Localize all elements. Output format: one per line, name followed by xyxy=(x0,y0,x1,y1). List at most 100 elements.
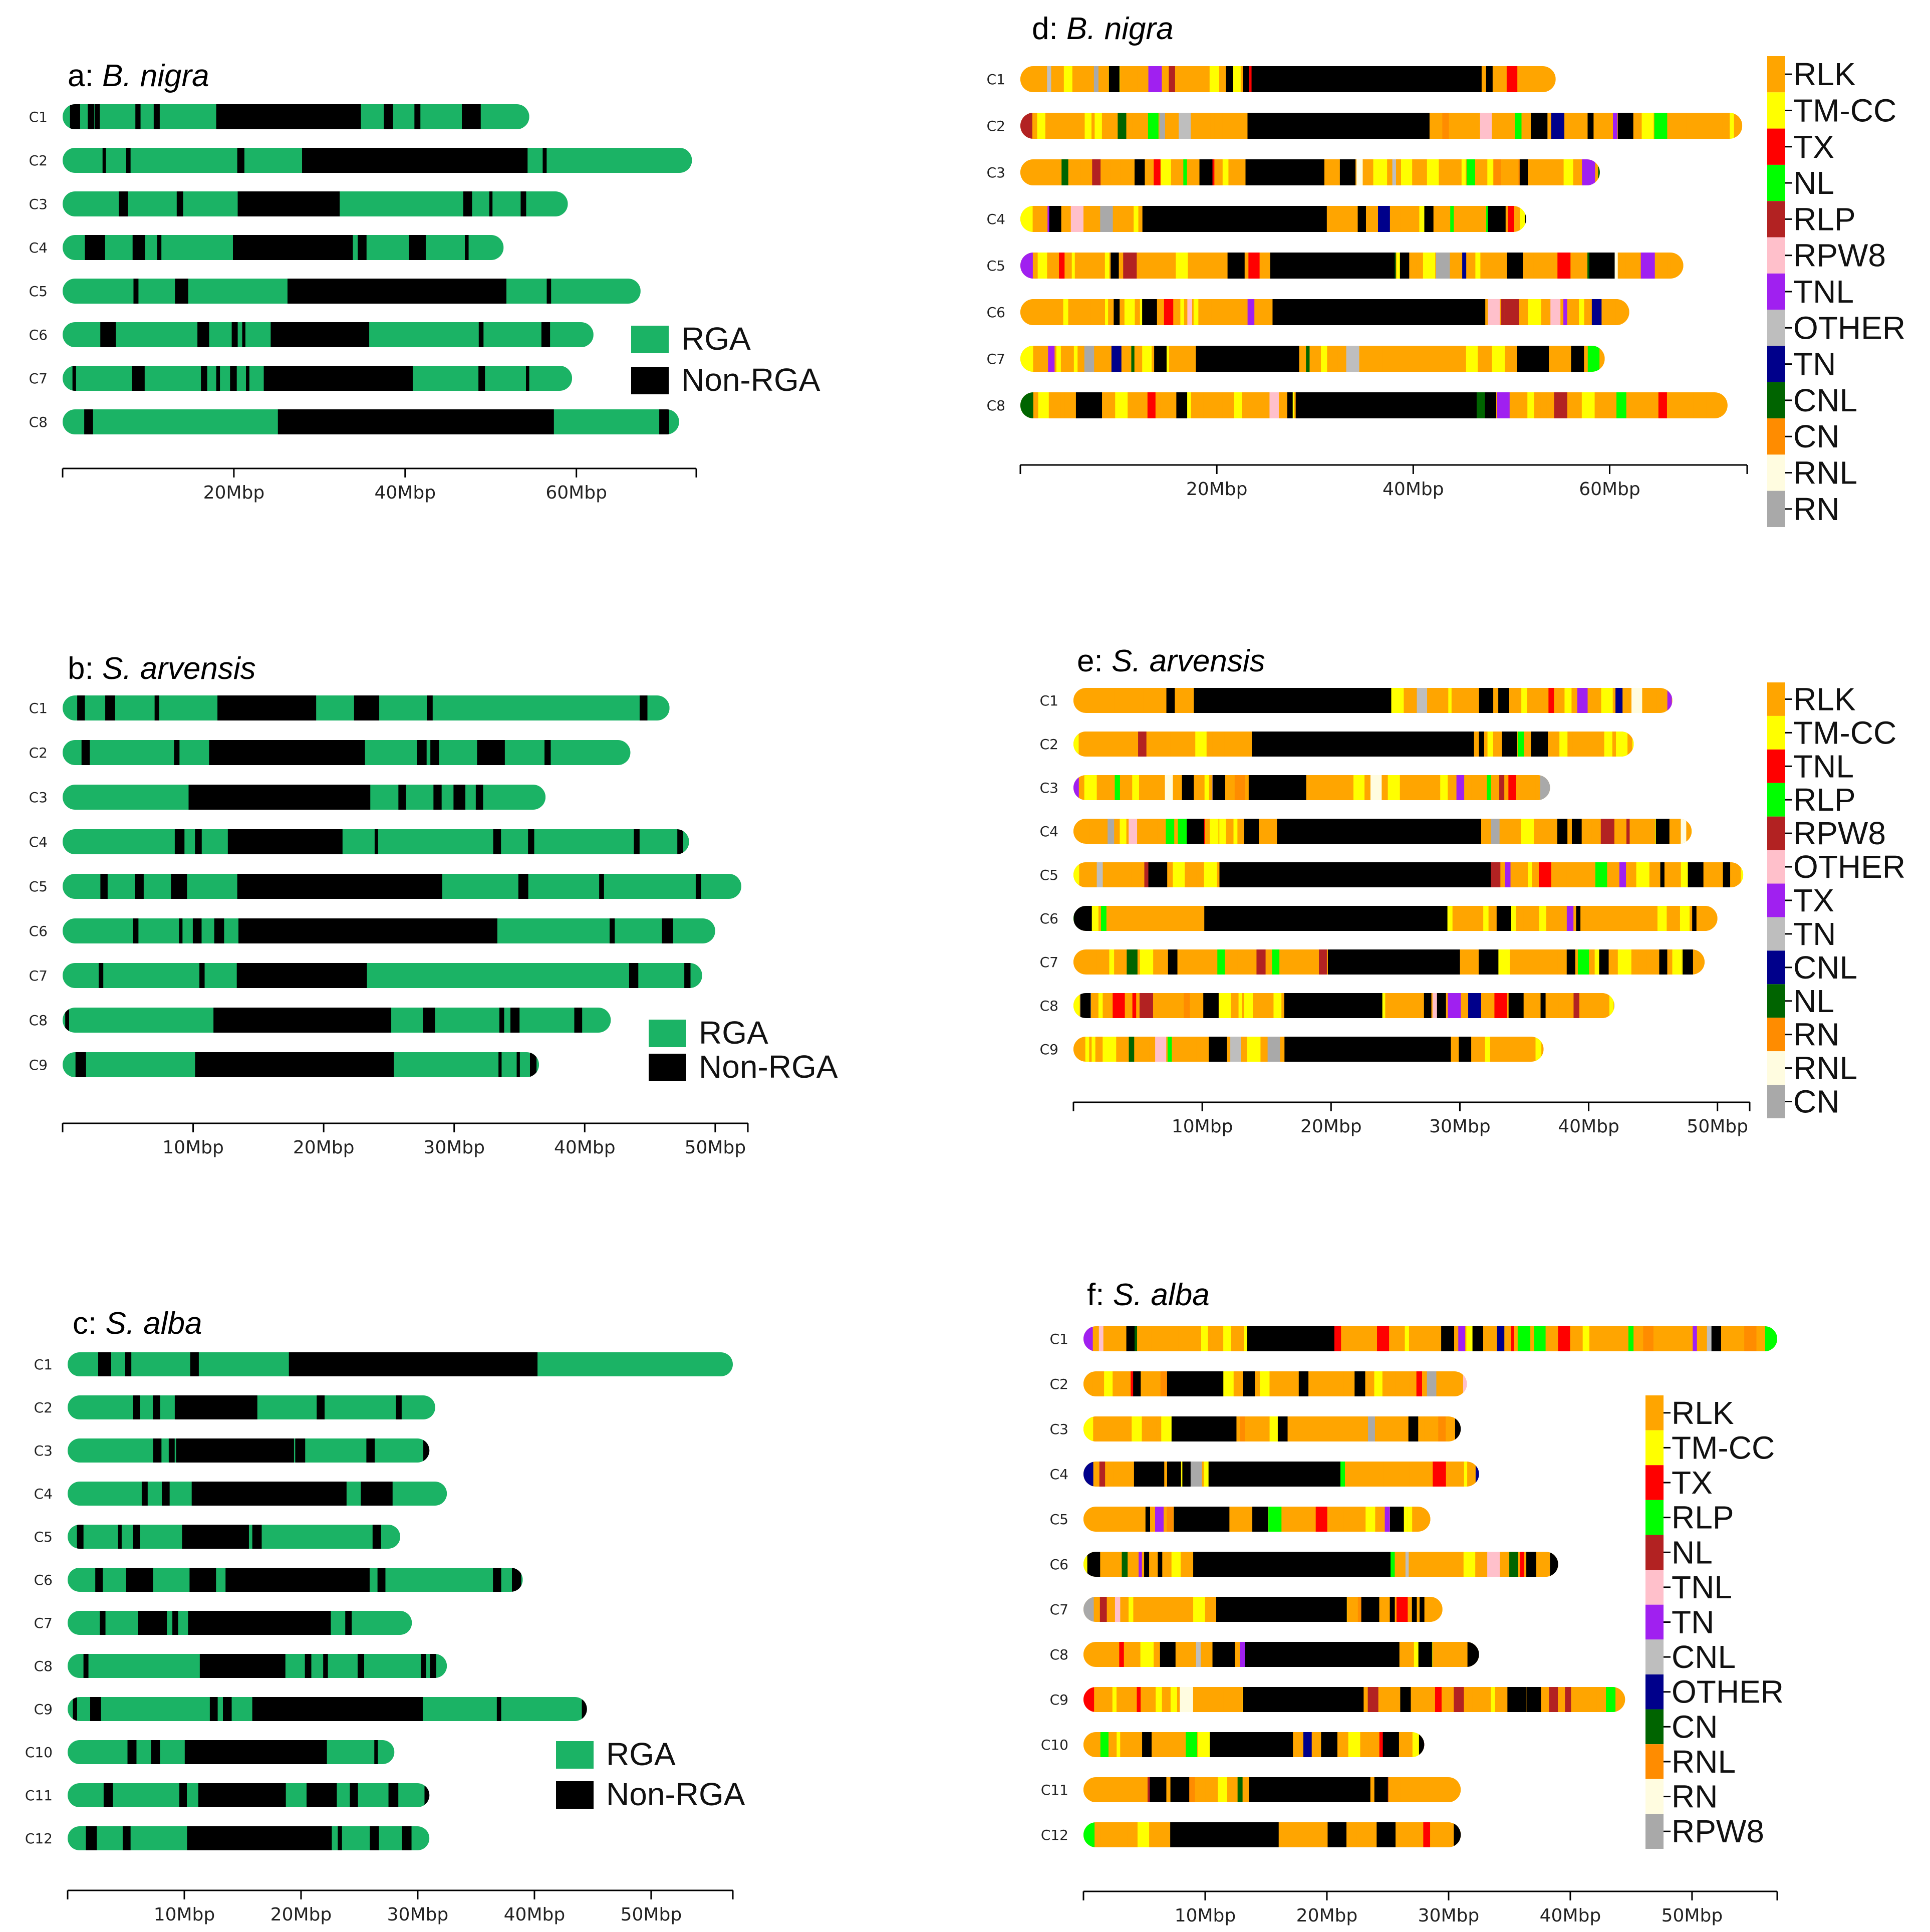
rga-class-region xyxy=(1466,688,1472,713)
non-rga-region xyxy=(209,740,362,765)
rga-class-region xyxy=(1623,1687,1625,1712)
non-rga-region xyxy=(1337,392,1343,418)
non-rga-region xyxy=(421,1654,426,1678)
chromosome-c8: C8 xyxy=(29,409,679,434)
rga-class-region xyxy=(1392,159,1396,185)
rga-class-region xyxy=(1090,949,1097,975)
rga-class-region xyxy=(1234,775,1245,800)
rga-class-region xyxy=(1466,159,1475,185)
chromosome-c9: C9 xyxy=(29,1052,539,1077)
chromosome-label: C8 xyxy=(29,414,48,430)
rga-class-region xyxy=(1183,159,1187,185)
non-rga-region xyxy=(292,963,300,988)
legend-label: RNL xyxy=(1793,455,1857,491)
rga-class-region xyxy=(1195,732,1207,757)
rga-class-region xyxy=(1615,299,1627,325)
chromosome-bar xyxy=(63,191,568,216)
rga-class-region xyxy=(1171,1326,1178,1351)
chromosome-bar xyxy=(1083,1642,1479,1667)
non-rga-region xyxy=(1253,159,1266,185)
non-rga-region xyxy=(334,963,342,988)
panel-title: b: S. arvensis xyxy=(68,651,256,686)
rga-class-region xyxy=(1148,253,1162,279)
non-rga-region xyxy=(246,1611,255,1635)
rga-class-region xyxy=(1181,1642,1185,1667)
rga-class-region xyxy=(1084,113,1092,139)
rga-class-region xyxy=(1020,159,1033,185)
rga-class-region xyxy=(1064,113,1075,139)
rga-class-region xyxy=(1491,1687,1495,1712)
rga-class-region xyxy=(1186,1732,1197,1757)
rga-class-region xyxy=(1079,732,1088,757)
x-tick-label: 10Mbp xyxy=(162,1137,224,1158)
non-rga-region xyxy=(1424,993,1432,1018)
rga-class-region xyxy=(1057,113,1065,139)
legend-swatch xyxy=(1645,1500,1664,1535)
non-rga-region xyxy=(184,1740,327,1764)
rga-class-region xyxy=(1219,66,1223,92)
chromosome-bar xyxy=(1083,1552,1558,1577)
rga-class-region xyxy=(1453,1462,1462,1487)
non-rga-region xyxy=(1306,862,1324,887)
non-rga-region xyxy=(1531,113,1548,139)
chromosome-bar xyxy=(1073,819,1692,844)
rga-class-region xyxy=(1413,775,1427,800)
non-rga-region xyxy=(639,695,648,720)
chromosome-label: C3 xyxy=(1050,1421,1068,1437)
rga-class-region xyxy=(1161,159,1171,185)
non-rga-region xyxy=(427,695,430,720)
chromosome-c3: C3 xyxy=(987,159,1600,185)
rga-class-region xyxy=(1038,392,1049,418)
rga-class-region xyxy=(1089,819,1095,844)
chromosome-c11: C11 xyxy=(25,1783,430,1807)
non-rga-region xyxy=(1571,346,1584,372)
non-rga-region xyxy=(1174,1507,1230,1532)
legend-swatch xyxy=(1767,128,1785,165)
chromosome-bar xyxy=(68,1525,400,1549)
chromosome-c4: C4 xyxy=(987,206,1526,232)
legend-swatch xyxy=(1645,1709,1664,1745)
rga-class-region xyxy=(1442,113,1449,139)
chromosome-c7: C7 xyxy=(1040,949,1705,975)
rga-class-region xyxy=(1061,159,1068,185)
rga-class-region xyxy=(1367,1687,1378,1712)
rga-class-region xyxy=(1411,346,1425,372)
rga-class-region xyxy=(1132,993,1137,1018)
rga-class-region xyxy=(1210,1326,1222,1351)
rga-class-region xyxy=(1612,906,1623,931)
rga-class-region xyxy=(1269,392,1279,418)
rga-class-region xyxy=(1691,819,1692,844)
rga-class-region xyxy=(1487,159,1493,185)
non-rga-region xyxy=(424,1783,430,1807)
rga-class-region xyxy=(1083,1371,1093,1396)
chromosome-bar xyxy=(63,104,529,129)
rga-class-region xyxy=(1542,949,1556,975)
legend-label: CN xyxy=(1672,1709,1718,1745)
rga-class-region xyxy=(1114,1822,1128,1847)
chromosome-label: C1 xyxy=(29,700,48,716)
rga-class-region xyxy=(1167,1037,1172,1062)
rga-class-region xyxy=(1156,1687,1162,1712)
rga-class-region xyxy=(1553,906,1561,931)
non-rga-region xyxy=(1160,1642,1176,1667)
non-rga-region xyxy=(430,1654,436,1678)
rga-class-region xyxy=(1431,346,1436,372)
rga-class-region xyxy=(1189,1037,1197,1062)
chromosome-label: C5 xyxy=(29,878,48,895)
rga-class-region xyxy=(1497,113,1511,139)
legend-label: CNL xyxy=(1793,382,1857,418)
rga-class-region xyxy=(1099,1462,1106,1487)
chromosome-label: C6 xyxy=(987,304,1005,321)
rga-class-region xyxy=(1190,993,1202,1018)
chromosome-c5: C5 xyxy=(34,1525,400,1549)
rga-class-region xyxy=(1132,1416,1142,1441)
rga-class-region xyxy=(1214,113,1223,139)
x-tick-label: 20Mbp xyxy=(1186,479,1248,500)
chromosome-label: C8 xyxy=(29,1012,48,1029)
rga-class-region xyxy=(1643,1326,1653,1351)
chromosome-c8: C8 xyxy=(29,1008,611,1033)
non-rga-region xyxy=(154,695,159,720)
rga-class-region xyxy=(1356,159,1363,185)
chromosome-label: C4 xyxy=(34,1486,53,1502)
rga-class-region xyxy=(1516,392,1524,418)
